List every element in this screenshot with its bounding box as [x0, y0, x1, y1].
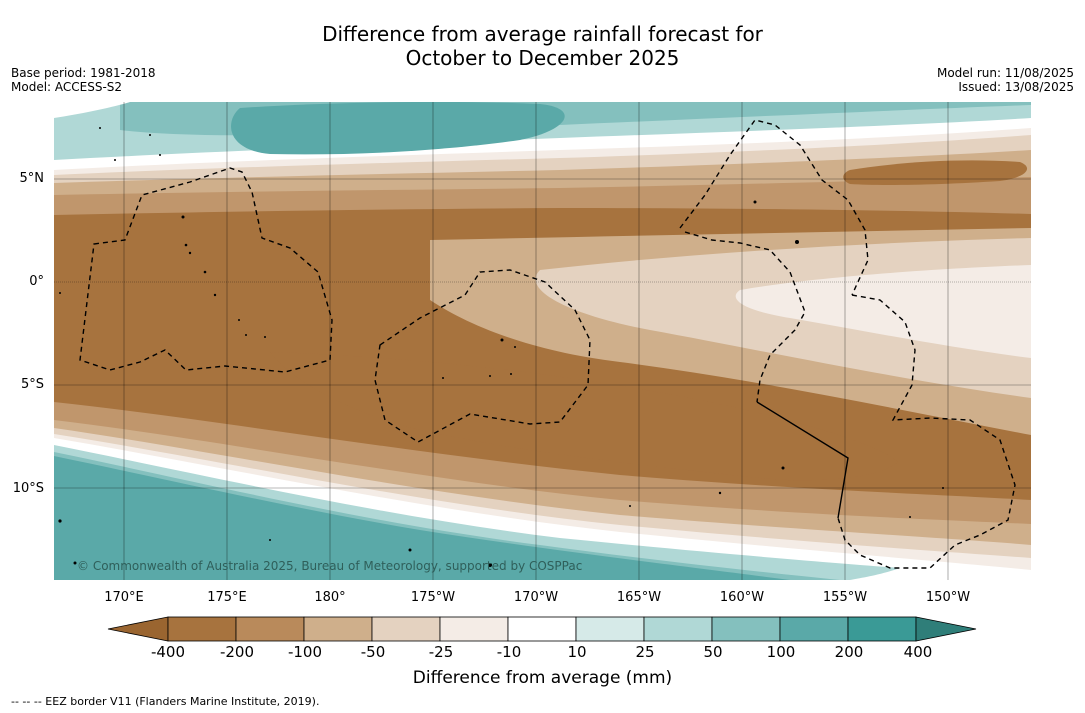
- colorbar-segment-3: [371, 616, 441, 642]
- band-north-patch-white: [54, 102, 130, 118]
- colorbar-segment-5: [507, 616, 577, 642]
- info-left: Base period: 1981-2018 Model: ACCESS-S2: [11, 66, 156, 94]
- colorbar: [107, 616, 977, 642]
- lon-label-175e: 175°E: [207, 590, 247, 605]
- eez-legend-note: -- -- -- EEZ border V11 (Flanders Marine…: [11, 695, 320, 708]
- chart-title: Difference from average rainfall forecas…: [0, 22, 1085, 70]
- colorbar-segment-0: [167, 616, 237, 642]
- cb-tick-8: 50: [703, 643, 723, 661]
- cb-tick-11: 400: [903, 643, 933, 661]
- colorbar-extend-low: [107, 616, 169, 642]
- base-period-text: Base period: 1981-2018: [11, 66, 156, 80]
- islands: [58, 127, 944, 567]
- info-right: Model run: 11/08/2025 Issued: 13/08/2025: [937, 66, 1074, 94]
- lon-label-160w: 160°W: [719, 590, 765, 605]
- model-text: Model: ACCESS-S2: [11, 80, 123, 94]
- cb-tick-6: 10: [567, 643, 587, 661]
- band-south-minus200: [270, 352, 898, 481]
- eez-borders: [79, 119, 1016, 569]
- map-fill: [54, 102, 1031, 580]
- colorbar-segment-1: [235, 616, 305, 642]
- band-south-100: [54, 456, 790, 580]
- colorbar-label: Difference from average (mm): [412, 668, 673, 688]
- lon-label-175w: 175°W: [410, 590, 456, 605]
- model-run-text: Model run: 11/08/2025: [936, 66, 1074, 80]
- cb-tick-0: -400: [150, 643, 186, 661]
- title-line-2: October to December 2025: [405, 46, 680, 70]
- colorbar-segment-6: [575, 616, 645, 642]
- eez-kiribati-line-mid: [684, 231, 806, 403]
- eez-kiribati-line-north: [679, 119, 869, 296]
- band-north-100: [231, 102, 565, 155]
- lat-label-0: 0°: [29, 274, 44, 289]
- eez-solid-segment: [756, 401, 849, 519]
- cb-tick-10: 200: [834, 643, 864, 661]
- colorbar-segment-4: [439, 616, 509, 642]
- cb-tick-5: -10: [496, 643, 522, 661]
- cb-tick-3: -50: [360, 643, 386, 661]
- eez-kiribati-gilbert: [79, 167, 333, 373]
- cb-tick-4: -25: [428, 643, 454, 661]
- lon-label-165w: 165°W: [616, 590, 662, 605]
- colorbar-segment-2: [303, 616, 373, 642]
- colorbar-segment-8: [711, 616, 781, 642]
- lat-label-5n: 5°N: [19, 171, 45, 186]
- colorbar-segment-7: [643, 616, 713, 642]
- colorbar-extend-high: [915, 616, 977, 642]
- lon-label-180: 180°: [314, 590, 346, 605]
- cb-tick-1: -200: [219, 643, 255, 661]
- lat-label-5s: 5°S: [20, 377, 44, 392]
- eez-kiribati-phoenix: [374, 269, 591, 443]
- lon-label-150w: 150°W: [925, 590, 971, 605]
- colorbar-segment-9: [779, 616, 849, 642]
- title-line-1: Difference from average rainfall forecas…: [322, 22, 763, 46]
- graticule: [54, 102, 1031, 580]
- lon-label-155w: 155°W: [822, 590, 868, 605]
- issued-text: Issued: 13/08/2025: [958, 80, 1074, 94]
- cb-tick-7: 25: [635, 643, 655, 661]
- lon-label-170w: 170°W: [513, 590, 559, 605]
- cb-tick-2: -100: [287, 643, 323, 661]
- lon-label-170e: 170°E: [104, 590, 144, 605]
- band-eq-minus10: [735, 265, 1031, 358]
- lat-label-10s: 10°S: [12, 481, 44, 496]
- copyright-text: © Commonwealth of Australia 2025, Bureau…: [77, 559, 583, 573]
- cb-tick-9: 100: [766, 643, 796, 661]
- colorbar-segment-10: [847, 616, 917, 642]
